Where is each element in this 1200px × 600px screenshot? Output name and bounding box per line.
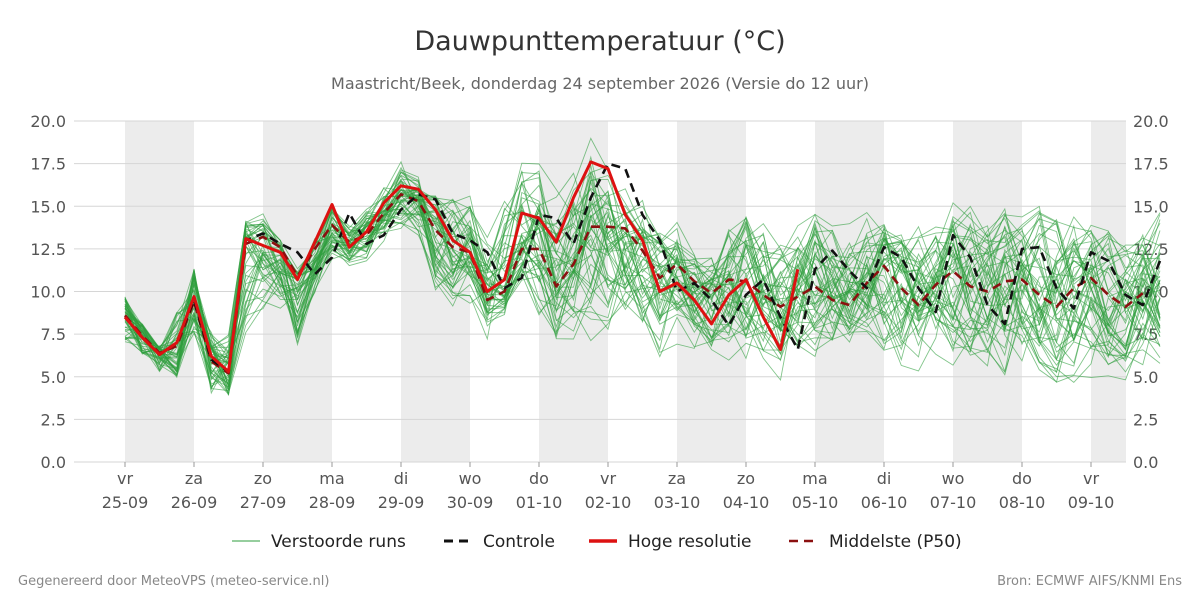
x-tick-day: zo — [254, 469, 272, 488]
y-tick-label-left: 7.5 — [41, 325, 66, 344]
x-tick-day: do — [529, 469, 549, 488]
chart-subtitle: Maastricht/Beek, donderdag 24 september … — [331, 74, 869, 93]
x-tick-date: 27-09 — [240, 493, 287, 512]
y-tick-label-right: 20.0 — [1133, 112, 1169, 131]
y-tick-label-left: 2.5 — [41, 410, 66, 429]
hres-line — [123, 160, 800, 374]
y-tick-label-left: 12.5 — [30, 240, 66, 259]
x-tick-day: ma — [802, 469, 827, 488]
y-tick-label-right: 5.0 — [1133, 368, 1158, 387]
x-tick-day: za — [185, 469, 203, 488]
footer-source: Bron: ECMWF AIFS/KNMI Ens — [997, 574, 1182, 589]
x-tick-date: 06-10 — [861, 493, 908, 512]
x-tick-date: 30-09 — [447, 493, 494, 512]
y-tick-label-left: 10.0 — [30, 283, 66, 302]
y-tick-label-left: 0.0 — [41, 453, 66, 472]
controle-line — [124, 162, 1162, 373]
p50-line — [124, 193, 1144, 375]
x-tick-day: vr — [117, 469, 133, 488]
x-tick-date: 04-10 — [723, 493, 770, 512]
y-tick-label-right: 15.0 — [1133, 197, 1169, 216]
ensemble-member-line — [124, 187, 1161, 396]
x-tick-day: vr — [600, 469, 616, 488]
ensemble-member-line — [124, 174, 1161, 371]
x-tick-day: di — [394, 469, 409, 488]
chart-title: Dauwpunttemperatuur (°C) — [414, 26, 785, 57]
ensemble-member-line — [124, 170, 1161, 369]
x-tick-day: vr — [1083, 469, 1099, 488]
ensemble-member-line — [124, 165, 1161, 395]
x-tick-date: 09-10 — [1068, 493, 1115, 512]
ensemble-member-line — [124, 187, 1161, 384]
x-tick-date: 05-10 — [792, 493, 839, 512]
ensemble-member-line — [124, 172, 1161, 374]
legend: Verstoorde runs Controle Hoge resolutie Mid… — [232, 532, 962, 552]
x-tick-date: 07-10 — [930, 493, 977, 512]
y-tick-label-right: 17.5 — [1133, 155, 1169, 174]
y-tick-label-left: 5.0 — [41, 368, 66, 387]
y-axis-left: 0.0 2.5 5.0 7.5 10.0 12.5 15.0 17.5 20.0 — [30, 112, 66, 472]
y-tick-label-right: 0.0 — [1133, 453, 1158, 472]
ensemble-member-line — [124, 184, 1161, 359]
x-tick-date: 28-09 — [309, 493, 356, 512]
x-tick-day: wo — [459, 469, 482, 488]
x-tick-day: di — [877, 469, 892, 488]
main-series — [123, 160, 1162, 375]
y-tick-label-right: 12.5 — [1133, 240, 1169, 259]
x-tick-date: 25-09 — [102, 493, 149, 512]
y-tick-label-left: 17.5 — [30, 155, 66, 174]
ensemble-member-line — [124, 171, 1161, 391]
x-tick-day: do — [1012, 469, 1032, 488]
legend-label-p50: Middelste (P50) — [829, 532, 962, 552]
legend-label-ensemble: Verstoorde runs — [271, 532, 406, 552]
ensemble-member-line — [124, 160, 1161, 390]
legend-label-controle: Controle — [483, 532, 555, 552]
y-tick-label-left: 15.0 — [30, 197, 66, 216]
ensemble-member-line — [124, 199, 1161, 387]
ensemble-member-line — [124, 175, 1161, 371]
x-tick-date: 03-10 — [654, 493, 701, 512]
x-tick-date: 02-10 — [585, 493, 632, 512]
x-axis: vr 25-09 za 26-09 zo 27-09 ma 28-09 di 29-09 wo 30-… — [102, 462, 1115, 512]
y-tick-label-right: 2.5 — [1133, 410, 1158, 429]
x-tick-day: za — [668, 469, 686, 488]
x-tick-date: 29-09 — [378, 493, 425, 512]
y-tick-label-left: 20.0 — [30, 112, 66, 131]
legend-label-hres: Hoge resolutie — [628, 532, 752, 552]
x-tick-day: ma — [319, 469, 344, 488]
x-tick-date: 01-10 — [516, 493, 563, 512]
ensemble-member-line — [124, 188, 1161, 365]
ensemble-member-line — [124, 189, 1161, 395]
x-tick-day: zo — [737, 469, 755, 488]
ensemble-member-line — [124, 195, 1161, 384]
x-tick-day: wo — [942, 469, 965, 488]
ensemble-member-line — [124, 189, 1161, 365]
x-tick-date: 08-10 — [999, 493, 1046, 512]
footer-credit: Gegenereerd door MeteoVPS (meteo-service… — [18, 574, 329, 589]
x-tick-date: 26-09 — [171, 493, 218, 512]
